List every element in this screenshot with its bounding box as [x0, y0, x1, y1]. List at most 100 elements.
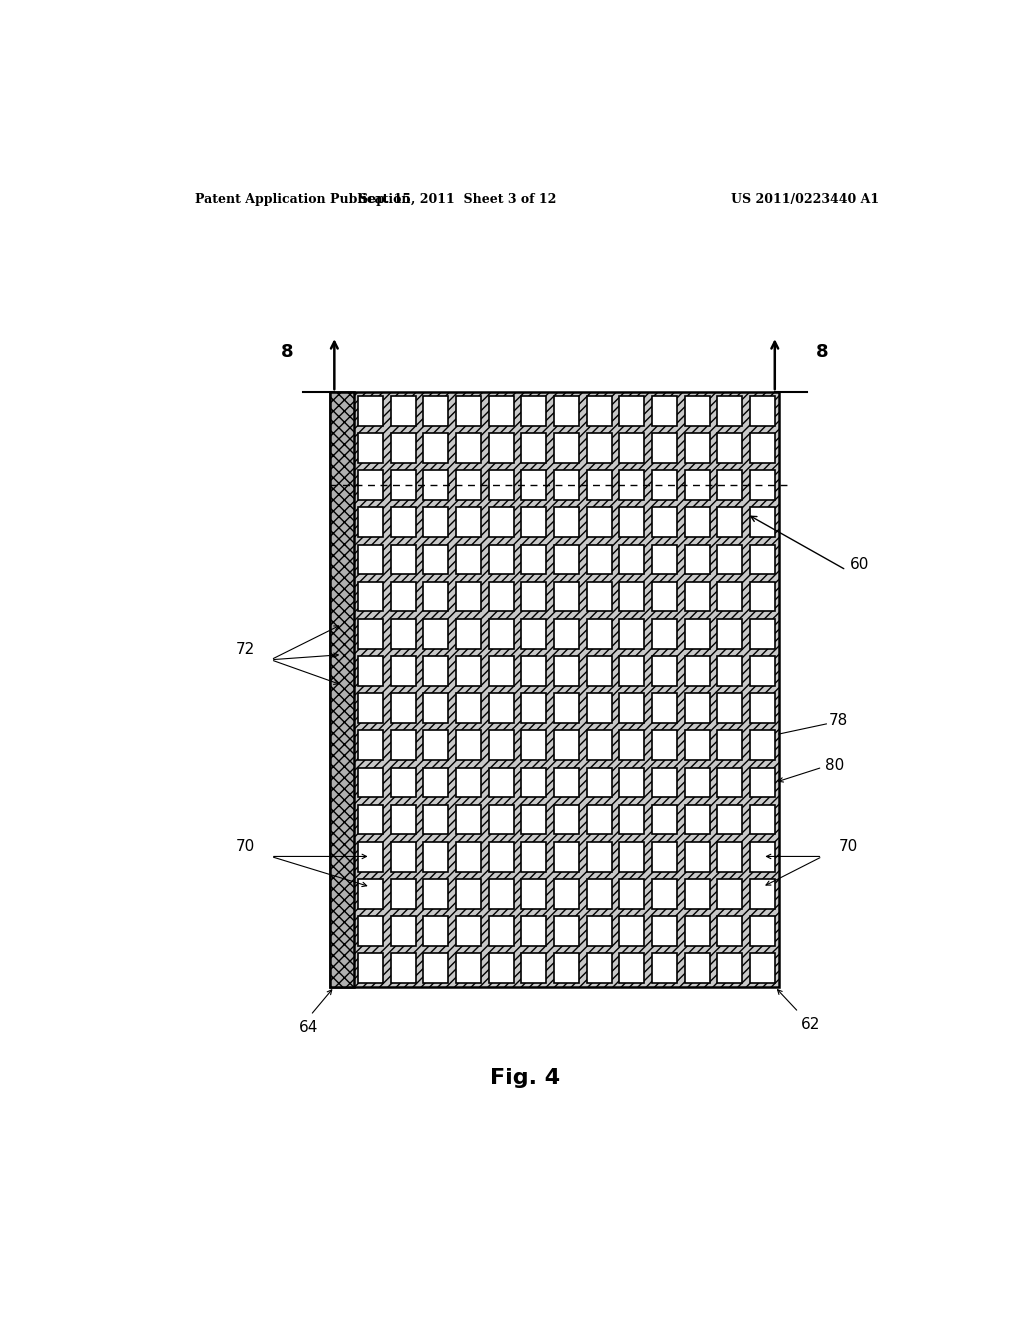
Bar [750, 953, 775, 983]
Bar [685, 730, 710, 760]
Text: 70: 70 [839, 838, 857, 854]
Text: US 2011/0223440 A1: US 2011/0223440 A1 [731, 193, 880, 206]
Bar [391, 953, 416, 983]
Bar [488, 433, 514, 463]
Bar [391, 582, 416, 611]
Bar [391, 545, 416, 574]
Bar [488, 730, 514, 760]
Bar [718, 693, 742, 723]
Bar [554, 396, 579, 425]
Bar [620, 879, 644, 908]
Bar [750, 545, 775, 574]
Bar [554, 433, 579, 463]
Bar [554, 582, 579, 611]
Bar [685, 656, 710, 686]
Bar [358, 805, 383, 834]
Bar [718, 879, 742, 908]
Bar [391, 879, 416, 908]
Bar [718, 396, 742, 425]
Bar [718, 730, 742, 760]
Bar [750, 656, 775, 686]
Bar [685, 582, 710, 611]
Bar [685, 842, 710, 871]
Bar [456, 879, 481, 908]
Bar [587, 507, 611, 537]
Bar [423, 693, 449, 723]
Bar [423, 842, 449, 871]
Bar [620, 396, 644, 425]
Bar [750, 507, 775, 537]
Bar [423, 507, 449, 537]
Bar [423, 879, 449, 908]
Bar [521, 953, 546, 983]
Bar [521, 916, 546, 946]
Bar [391, 433, 416, 463]
Bar [391, 767, 416, 797]
Bar [652, 916, 677, 946]
Bar [358, 730, 383, 760]
Bar [718, 619, 742, 648]
Bar [521, 805, 546, 834]
Bar [358, 470, 383, 500]
Text: Sep. 15, 2011  Sheet 3 of 12: Sep. 15, 2011 Sheet 3 of 12 [358, 193, 556, 206]
Bar [456, 545, 481, 574]
Bar [718, 767, 742, 797]
Bar [718, 656, 742, 686]
Bar [521, 582, 546, 611]
Bar [620, 433, 644, 463]
Bar [521, 507, 546, 537]
Bar [456, 619, 481, 648]
Bar [718, 433, 742, 463]
Bar [423, 545, 449, 574]
Bar [521, 879, 546, 908]
Bar [488, 619, 514, 648]
Bar [456, 693, 481, 723]
Bar [587, 470, 611, 500]
Bar [587, 656, 611, 686]
Bar [652, 842, 677, 871]
Bar [456, 916, 481, 946]
Text: 70: 70 [236, 838, 255, 854]
Bar [718, 582, 742, 611]
Bar [685, 507, 710, 537]
Bar [521, 842, 546, 871]
Bar [718, 916, 742, 946]
Bar [718, 842, 742, 871]
Bar [488, 842, 514, 871]
Bar [620, 916, 644, 946]
Bar [685, 545, 710, 574]
Bar [521, 693, 546, 723]
Bar [587, 693, 611, 723]
Bar [620, 582, 644, 611]
Bar [456, 433, 481, 463]
Bar [456, 507, 481, 537]
Bar [587, 767, 611, 797]
Bar [554, 619, 579, 648]
Bar [521, 396, 546, 425]
Bar [554, 470, 579, 500]
Bar [685, 396, 710, 425]
Bar [652, 730, 677, 760]
Bar [521, 767, 546, 797]
Bar [652, 582, 677, 611]
Bar [554, 767, 579, 797]
Bar [456, 396, 481, 425]
Bar [488, 545, 514, 574]
Text: 64: 64 [298, 1020, 317, 1035]
Bar [685, 433, 710, 463]
Bar [456, 730, 481, 760]
Bar [554, 693, 579, 723]
Bar [718, 545, 742, 574]
Bar [521, 433, 546, 463]
Bar [750, 693, 775, 723]
Bar [587, 805, 611, 834]
Bar [750, 433, 775, 463]
Bar [331, 392, 354, 987]
Bar [685, 805, 710, 834]
Bar [652, 470, 677, 500]
Bar [750, 730, 775, 760]
Bar [750, 805, 775, 834]
Bar [358, 545, 383, 574]
Text: 8: 8 [281, 342, 293, 360]
Bar [391, 730, 416, 760]
